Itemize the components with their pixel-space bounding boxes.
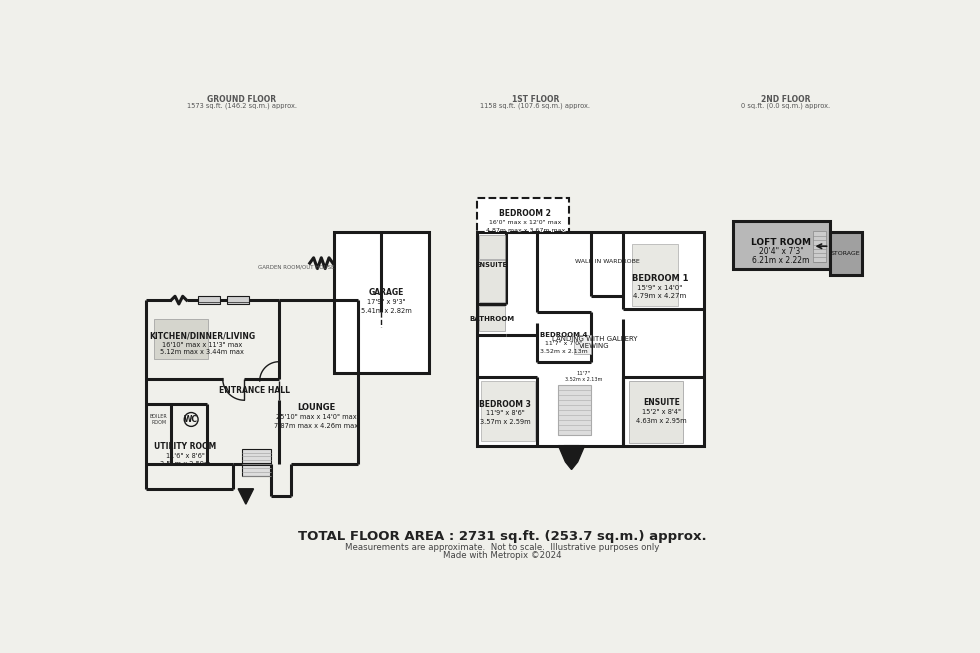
Polygon shape <box>238 488 254 504</box>
Text: 11'7" x 7'0": 11'7" x 7'0" <box>545 341 582 345</box>
Bar <box>479 260 505 302</box>
Text: WALK IN WARDROBE: WALK IN WARDROBE <box>574 259 639 264</box>
Text: BATHROOM: BATHROOM <box>468 316 514 323</box>
Bar <box>477 198 569 232</box>
Bar <box>334 232 429 374</box>
Text: 11'7": 11'7" <box>577 371 591 375</box>
Text: KITCHEN/DINNER/LIVING: KITCHEN/DINNER/LIVING <box>149 332 255 341</box>
Bar <box>632 244 678 306</box>
Text: WC: WC <box>184 415 198 424</box>
Text: 2ND FLOOR: 2ND FLOOR <box>760 95 810 104</box>
Text: LOUNGE: LOUNGE <box>297 404 335 413</box>
Text: 0 sq.ft. (0.0 sq.m.) approx.: 0 sq.ft. (0.0 sq.m.) approx. <box>741 103 830 109</box>
Text: 11'6" x 8'6": 11'6" x 8'6" <box>166 453 205 458</box>
Text: STORAGE: STORAGE <box>831 251 860 257</box>
Text: BOILER
ROOM: BOILER ROOM <box>150 414 168 425</box>
Bar <box>198 296 220 304</box>
Bar <box>559 385 591 435</box>
Text: 15'9" x 14'0": 15'9" x 14'0" <box>637 285 683 291</box>
Text: 16'10" max x 11'3" max: 16'10" max x 11'3" max <box>162 342 242 348</box>
Text: 4.79m x 4.27m: 4.79m x 4.27m <box>633 293 687 299</box>
Text: 4.87m max x 3.67m max: 4.87m max x 3.67m max <box>486 229 565 233</box>
Text: BEDROOM 3: BEDROOM 3 <box>479 400 531 409</box>
Text: TOTAL FLOOR AREA : 2731 sq.ft. (253.7 sq.m.) approx.: TOTAL FLOOR AREA : 2731 sq.ft. (253.7 sq… <box>298 530 707 543</box>
Bar <box>481 381 535 441</box>
Text: GARDEN ROOM/OUT HOUSE: GARDEN ROOM/OUT HOUSE <box>258 264 334 270</box>
Text: 3.57m x 2.59m: 3.57m x 2.59m <box>480 419 530 425</box>
Bar <box>479 234 505 259</box>
Bar <box>154 319 208 359</box>
Text: 5.41m x 2.82m: 5.41m x 2.82m <box>362 308 413 314</box>
Text: 3.51m x 2.59m: 3.51m x 2.59m <box>160 461 211 467</box>
Text: 6.21m x 2.22m: 6.21m x 2.22m <box>753 257 809 265</box>
Text: ENSUITE: ENSUITE <box>643 398 680 407</box>
Text: 1ST FLOOR: 1ST FLOOR <box>512 95 559 104</box>
Text: Measurements are approximate.  Not to scale.  Illustrative purposes only: Measurements are approximate. Not to sca… <box>345 543 660 552</box>
Bar <box>733 221 829 269</box>
Text: GROUND FLOOR: GROUND FLOOR <box>208 95 276 104</box>
Text: 7.87m max x 4.26m max: 7.87m max x 4.26m max <box>273 422 358 428</box>
Bar <box>477 232 704 445</box>
Text: ENSUITE: ENSUITE <box>475 263 508 268</box>
Text: 11'9" x 8'6": 11'9" x 8'6" <box>486 410 524 417</box>
Text: 5.12m max x 3.44m max: 5.12m max x 3.44m max <box>160 349 244 355</box>
Text: 20'4" x 7'3": 20'4" x 7'3" <box>759 247 804 256</box>
Bar <box>227 296 249 304</box>
Bar <box>629 381 683 443</box>
Polygon shape <box>564 445 579 458</box>
Text: LANDING WITH GALLERY
VIEWING: LANDING WITH GALLERY VIEWING <box>552 336 637 349</box>
Bar <box>242 449 271 475</box>
Text: Made with Metropix ©2024: Made with Metropix ©2024 <box>443 551 562 560</box>
Text: UTILITY ROOM: UTILITY ROOM <box>154 442 217 451</box>
Bar <box>574 335 591 354</box>
Text: 1158 sq.ft. (107.6 sq.m.) approx.: 1158 sq.ft. (107.6 sq.m.) approx. <box>480 103 590 109</box>
Text: GARAGE: GARAGE <box>369 288 405 297</box>
Text: 25'10" max x 14'0" max: 25'10" max x 14'0" max <box>275 414 356 420</box>
Text: 4.63m x 2.95m: 4.63m x 2.95m <box>636 418 687 424</box>
Text: 1573 sq.ft. (146.2 sq.m.) approx.: 1573 sq.ft. (146.2 sq.m.) approx. <box>187 103 297 109</box>
Text: 16'0" max x 12'0" max: 16'0" max x 12'0" max <box>489 220 562 225</box>
Text: BEDROOM 2: BEDROOM 2 <box>500 210 552 218</box>
Text: 3.52m x 2.13m: 3.52m x 2.13m <box>540 349 588 354</box>
Text: 17'9" x 9'3": 17'9" x 9'3" <box>368 298 406 305</box>
Bar <box>479 306 505 331</box>
Text: BEDROOM 4: BEDROOM 4 <box>540 332 588 338</box>
Polygon shape <box>559 445 585 470</box>
Text: 3.52m x 2.13m: 3.52m x 2.13m <box>565 377 603 382</box>
Bar <box>812 231 826 262</box>
Text: 15'2" x 8'4": 15'2" x 8'4" <box>642 409 681 415</box>
Text: ENTRANCE HALL: ENTRANCE HALL <box>219 386 290 394</box>
Text: LOFT ROOM: LOFT ROOM <box>751 238 811 247</box>
Bar <box>829 232 861 275</box>
Text: BEDROOM 1: BEDROOM 1 <box>632 274 688 283</box>
